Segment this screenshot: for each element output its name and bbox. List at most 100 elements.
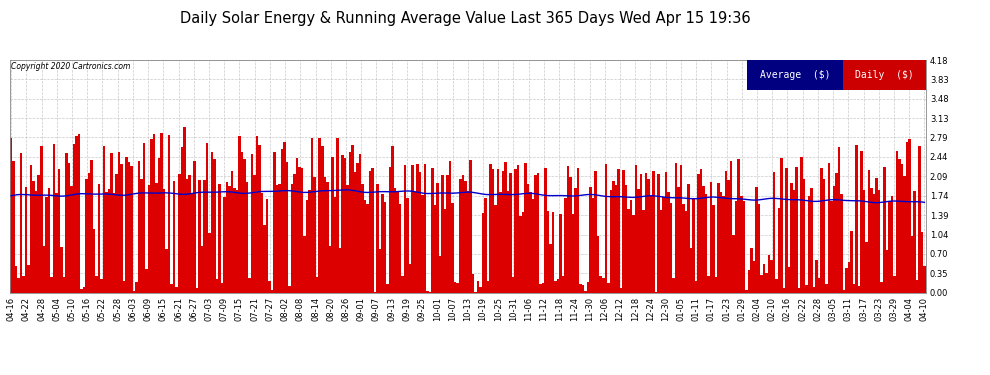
Bar [10, 138, 13, 292]
Bar [730, 162, 733, 292]
Bar [793, 190, 795, 292]
Bar [141, 179, 143, 292]
Bar [610, 190, 612, 292]
Bar [821, 168, 823, 292]
Bar [728, 180, 730, 292]
Bar [271, 290, 273, 292]
Bar [146, 269, 148, 292]
Bar [321, 146, 324, 292]
Bar [808, 196, 810, 292]
Bar [298, 167, 301, 292]
Bar [638, 189, 640, 292]
Bar [283, 142, 286, 292]
Bar [291, 184, 293, 292]
Bar [551, 212, 554, 292]
Bar [842, 290, 845, 292]
Bar [868, 170, 870, 292]
Bar [833, 186, 836, 292]
Bar [630, 200, 632, 292]
Bar [170, 284, 173, 292]
Bar [562, 276, 564, 292]
Bar [476, 281, 479, 292]
Bar [720, 192, 723, 292]
Bar [559, 214, 562, 292]
Bar [258, 145, 260, 292]
Bar [286, 162, 288, 292]
Bar [306, 200, 309, 292]
Bar [600, 276, 602, 292]
Bar [627, 209, 630, 292]
Bar [143, 143, 146, 292]
Bar [346, 185, 348, 292]
Bar [644, 174, 647, 292]
Bar [18, 278, 20, 292]
Bar [572, 214, 574, 292]
Bar [419, 172, 422, 292]
Bar [713, 205, 715, 292]
Bar [800, 157, 803, 292]
Text: Daily  ($): Daily ($) [855, 70, 914, 80]
Bar [163, 189, 165, 292]
Bar [620, 288, 622, 292]
Bar [525, 163, 527, 292]
Bar [13, 162, 15, 292]
Bar [363, 200, 366, 292]
Bar [316, 277, 319, 292]
Bar [916, 280, 918, 292]
Bar [615, 184, 617, 292]
Bar [344, 158, 346, 292]
Bar [432, 168, 434, 292]
Bar [278, 184, 281, 292]
Bar [733, 235, 735, 292]
Bar [841, 194, 842, 292]
Bar [762, 264, 765, 292]
Bar [554, 281, 556, 292]
Bar [479, 287, 481, 292]
Bar [795, 166, 798, 292]
Bar [82, 287, 85, 292]
Bar [760, 275, 762, 292]
Bar [745, 290, 747, 292]
Bar [519, 216, 522, 292]
Bar [311, 138, 314, 292]
Bar [569, 177, 572, 292]
Bar [173, 181, 175, 292]
Bar [25, 187, 28, 292]
Bar [715, 277, 718, 292]
FancyBboxPatch shape [747, 60, 843, 90]
Bar [893, 276, 896, 292]
Bar [469, 160, 471, 292]
Bar [750, 248, 752, 292]
Bar [783, 288, 785, 292]
Bar [281, 149, 283, 292]
Bar [206, 143, 208, 292]
Bar [248, 278, 250, 292]
Bar [785, 168, 788, 292]
Bar [885, 251, 888, 292]
Bar [103, 146, 105, 292]
Bar [456, 283, 459, 292]
Bar [185, 179, 188, 292]
Bar [193, 161, 196, 292]
Bar [632, 215, 635, 292]
Bar [738, 159, 740, 292]
Bar [682, 204, 685, 292]
Bar [118, 152, 121, 292]
Bar [582, 285, 584, 292]
Bar [296, 158, 298, 292]
Bar [379, 249, 381, 292]
Bar [574, 188, 577, 292]
Bar [847, 261, 850, 292]
Bar [512, 278, 514, 292]
Bar [427, 291, 429, 292]
Bar [921, 232, 923, 292]
Bar [828, 163, 831, 292]
Bar [805, 285, 808, 292]
Bar [918, 146, 921, 292]
Bar [908, 139, 911, 292]
Bar [165, 249, 168, 292]
Bar [444, 209, 446, 292]
Bar [836, 173, 838, 292]
Bar [48, 188, 50, 292]
Bar [228, 186, 231, 292]
